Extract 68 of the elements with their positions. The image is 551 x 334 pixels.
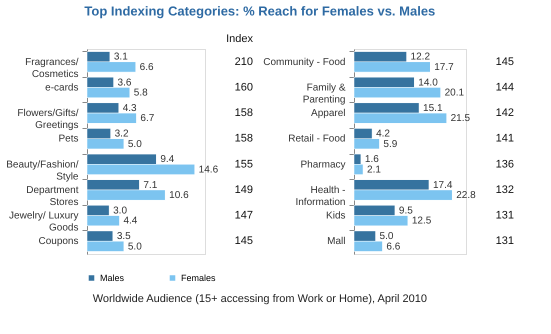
- data-label: 5.0: [380, 231, 394, 242]
- data-label: 15.1: [423, 102, 443, 114]
- text: 131: [496, 210, 514, 222]
- y-tick-label: Apparel: [311, 108, 346, 120]
- y-tick-label: Family & Parenting: [302, 82, 346, 106]
- text: 149: [234, 184, 253, 196]
- data-label: 17.7: [434, 62, 454, 73]
- data-label: 2.1: [367, 164, 382, 176]
- y-tick-label: Health - Information: [295, 184, 346, 208]
- data-label: 12.5: [412, 216, 432, 227]
- data-label: 6.7: [140, 113, 155, 124]
- text: 136: [496, 158, 514, 170]
- text: 145: [234, 235, 253, 248]
- legend-label: Males: [100, 272, 125, 283]
- text: 141: [496, 132, 514, 145]
- data-label: 10.6: [169, 190, 190, 202]
- text: 144: [496, 81, 514, 94]
- data-label: 6.6: [386, 241, 401, 252]
- text: 131: [496, 235, 514, 248]
- y-tick-label: Retail - Food: [288, 134, 346, 145]
- y-tick-label: Community - Food: [263, 56, 346, 68]
- data-label: 21.5: [450, 113, 471, 124]
- data-label: 3.5: [116, 231, 132, 242]
- data-label: 12.2: [410, 52, 430, 63]
- text: 155: [234, 158, 253, 170]
- data-label: 7.1: [143, 180, 158, 191]
- y-tick-label: Pets: [58, 134, 78, 145]
- text: 147: [234, 210, 253, 222]
- text: 158: [234, 132, 253, 145]
- y-tick-label: Flowers/Gifts/ Greetings: [17, 108, 79, 132]
- data-label: 9.4: [160, 154, 175, 166]
- data-label: 14.6: [198, 164, 219, 176]
- data-label: 3.0: [113, 205, 128, 216]
- y-tick-label: e-cards: [45, 82, 78, 94]
- data-label: 1.6: [364, 154, 380, 166]
- text: 160: [234, 81, 253, 94]
- text: 142: [496, 107, 514, 120]
- data-label: 17.4: [432, 180, 453, 191]
- data-label: 6.6: [140, 62, 154, 73]
- data-label: 3.1: [114, 52, 128, 63]
- text: 145: [496, 56, 514, 68]
- data-label: 5.0: [128, 241, 142, 252]
- data-label: 9.5: [398, 205, 414, 216]
- data-label: 14.0: [418, 77, 438, 88]
- y-tick-label: Pharmacy: [300, 159, 346, 170]
- y-tick-label: Kids: [326, 210, 346, 222]
- data-label: 4.4: [123, 216, 138, 227]
- text: 210: [234, 56, 253, 68]
- text: Worldwide Audience (15+ accessing from Work or Home), April 2010: [92, 293, 428, 305]
- data-label: 5.0: [128, 138, 142, 150]
- legend-label: Females: [181, 272, 216, 283]
- y-tick-label: Beauty/Fashion/ Style: [6, 159, 79, 182]
- data-label: 4.3: [122, 102, 138, 114]
- text: 132: [496, 184, 514, 196]
- text: 158: [234, 107, 253, 120]
- data-label: 22.8: [456, 190, 476, 202]
- data-label: 3.2: [114, 128, 129, 140]
- y2-axis-title: Index: [226, 33, 254, 45]
- text: Top Indexing Categories: % Reach for Females vs. Males: [84, 4, 436, 18]
- data-label: 4.2: [376, 128, 390, 140]
- y-tick-label: Department Stores: [26, 184, 79, 208]
- data-label: 5.9: [383, 138, 398, 150]
- data-label: 20.1: [444, 88, 464, 99]
- data-label: 3.6: [118, 77, 132, 88]
- data-label: 5.8: [134, 88, 148, 99]
- y-tick-label: Coupons: [38, 236, 78, 248]
- y-tick-label: Jewelry/ Luxury Goods: [9, 210, 78, 234]
- y-tick-label: Mall: [327, 236, 346, 248]
